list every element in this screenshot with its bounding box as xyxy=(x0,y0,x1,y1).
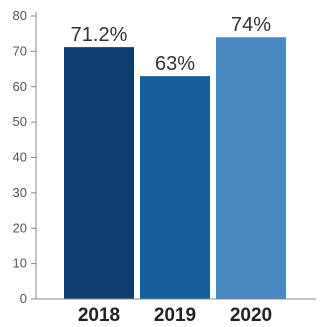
data-label-2019: 63% xyxy=(155,53,195,75)
y-tick-label: 10 xyxy=(13,256,27,271)
x-axis: 2018 2019 2020 xyxy=(31,298,316,326)
bar-2019 xyxy=(140,76,210,299)
y-axis: 0 10 20 30 40 50 60 70 80 xyxy=(13,8,37,306)
data-label-2020: 74% xyxy=(231,14,271,36)
x-tick-label-2020: 2020 xyxy=(230,305,272,326)
y-tick-label: 30 xyxy=(13,185,27,200)
y-tick-label: 80 xyxy=(13,8,27,23)
y-tick-label: 0 xyxy=(20,291,27,306)
y-tick-label: 60 xyxy=(13,79,27,94)
x-tick-label-2018: 2018 xyxy=(78,305,120,326)
y-tick-label: 50 xyxy=(13,114,27,129)
bar-2020 xyxy=(216,37,286,299)
data-labels: 71.2% 63% 74% xyxy=(71,14,272,75)
data-label-2018: 71.2% xyxy=(71,24,128,46)
y-tick-label: 40 xyxy=(13,150,27,165)
x-tick-label-2019: 2019 xyxy=(154,305,196,326)
y-tick-label: 70 xyxy=(13,43,27,58)
y-tick-label: 20 xyxy=(13,220,27,235)
bars xyxy=(64,37,286,299)
bar-2018 xyxy=(64,47,134,299)
